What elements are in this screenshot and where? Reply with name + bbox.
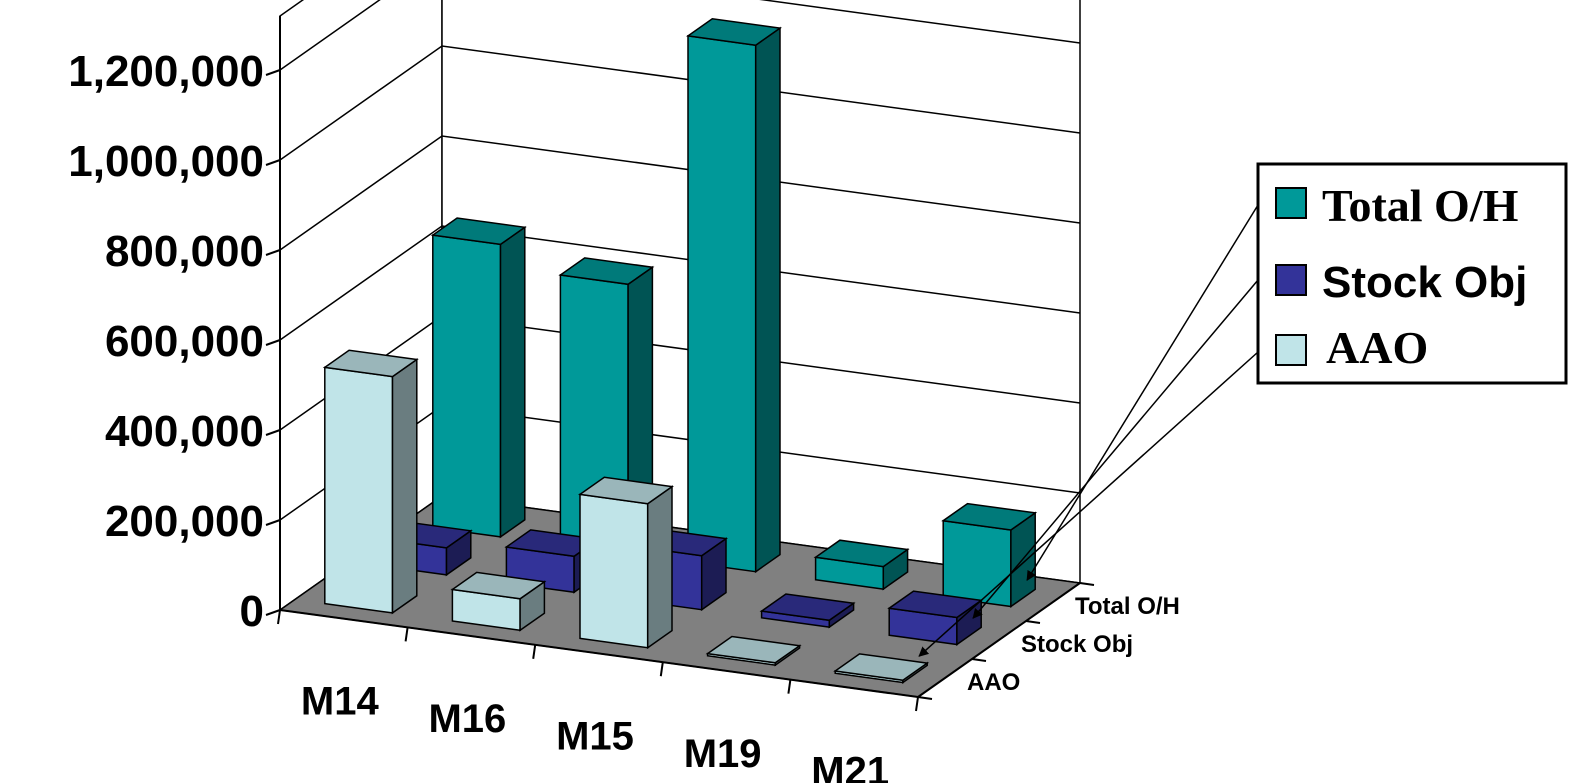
bar-top <box>833 653 930 681</box>
bar-front <box>432 234 502 538</box>
bar-front <box>324 366 394 614</box>
axes <box>265 16 1095 712</box>
bar <box>686 18 782 574</box>
bar-front <box>687 35 757 573</box>
legend-label-stock-obj: Stock Obj <box>1322 258 1527 307</box>
bar-top <box>705 635 802 664</box>
bar <box>450 571 547 632</box>
bar-top <box>686 18 782 46</box>
y-tick-mark <box>265 249 281 256</box>
x-axis-tick-labels: M14 M16 M15 M19 M21 <box>301 680 889 783</box>
legend-arrow <box>918 351 1259 657</box>
z-tick-mark <box>917 696 933 700</box>
legend-swatch-stock-obj <box>1275 264 1307 296</box>
bar-front <box>579 493 649 649</box>
z-tick-mark <box>1079 582 1095 586</box>
bar-top <box>813 539 910 568</box>
z-tick-mark <box>1025 620 1041 624</box>
bar-top <box>941 502 1038 531</box>
bar <box>941 502 1038 608</box>
y-tick-mark <box>265 519 281 526</box>
bars <box>322 18 1038 684</box>
legend-label-aao: AAO <box>1326 322 1428 373</box>
x-axis-line <box>279 609 919 698</box>
legend-arrow <box>1026 204 1259 582</box>
gridline <box>279 225 1081 341</box>
bar <box>322 349 419 615</box>
x-tick-mark <box>787 679 792 694</box>
y-tick-mark <box>265 69 281 76</box>
legend-swatch-aao <box>1275 334 1307 366</box>
series-axis-label: Stock Obj <box>1021 631 1133 658</box>
bar-side <box>646 485 673 650</box>
x-tick-mark <box>532 644 537 659</box>
bar-top <box>450 571 547 600</box>
y-tick-mark <box>265 429 281 436</box>
z-axis-line <box>917 582 1081 698</box>
x-tick-mark <box>404 627 409 642</box>
bar <box>705 635 802 667</box>
y-tick-mark <box>265 339 281 346</box>
x-tick-label: M16 <box>428 697 506 741</box>
legend-box <box>1256 162 1568 385</box>
x-tick-mark <box>277 609 281 625</box>
y-tick-mark <box>265 159 281 166</box>
bar-top <box>578 476 674 505</box>
y-tick-label: 800,000 <box>105 227 264 276</box>
z-tick-mark <box>971 658 987 662</box>
bar-side <box>754 26 781 574</box>
legend-swatch-total-oh <box>1275 187 1307 219</box>
bar-top <box>430 217 527 246</box>
gridline <box>279 0 1081 71</box>
bar-side <box>391 358 418 615</box>
y-tick-label: 1,000,000 <box>68 137 264 186</box>
bar <box>833 653 930 684</box>
bar-top <box>322 349 419 378</box>
gridline <box>279 135 1081 251</box>
bar <box>759 593 856 629</box>
bar-side <box>499 225 526 539</box>
bar <box>578 476 674 650</box>
x-tick-mark <box>915 696 919 712</box>
bar-front <box>942 519 1012 608</box>
x-tick-mark <box>659 662 664 677</box>
x-tick-label: M19 <box>684 732 762 776</box>
bar-top <box>759 593 856 622</box>
series-axis-label: Total O/H <box>1075 593 1180 620</box>
x-tick-label: M15 <box>556 715 634 759</box>
y-tick-mark <box>265 609 281 616</box>
bar <box>430 217 527 539</box>
series-axis-label: AAO <box>967 669 1020 696</box>
bar-top <box>558 257 655 286</box>
legend: Total O/H Stock Obj AAO <box>1256 162 1568 385</box>
y-tick-label: 400,000 <box>105 407 264 456</box>
y-tick-label: 1,200,000 <box>68 47 264 96</box>
legend-arrows <box>918 204 1259 657</box>
y-tick-label: 600,000 <box>105 317 264 366</box>
legend-arrow <box>972 279 1259 619</box>
x-tick-label: M14 <box>301 680 380 724</box>
y-tick-label: 0 <box>240 587 264 636</box>
bar <box>887 590 984 646</box>
legend-label-total-oh: Total O/H <box>1322 180 1519 231</box>
y-axis-tick-labels: 0 200,000 400,000 600,000 800,000 1,000,000 1,… <box>68 47 264 636</box>
bar <box>813 539 910 591</box>
gridline <box>279 45 1081 161</box>
y-tick-label: 200,000 <box>105 497 264 546</box>
x-tick-label: M21 <box>811 749 889 783</box>
